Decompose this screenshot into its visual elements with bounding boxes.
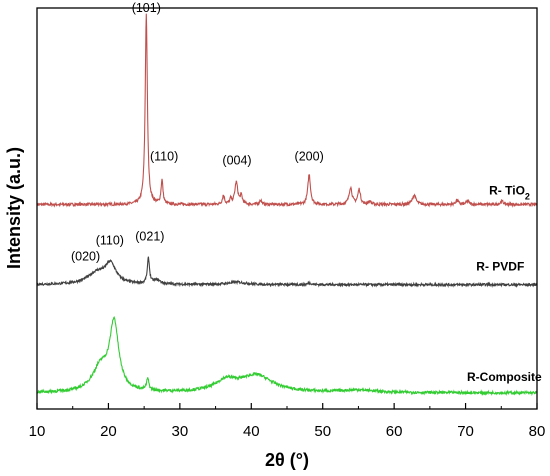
x-tick-label: 40 bbox=[243, 423, 260, 440]
annotation-layer: (101) (110) (004) (200) (020) (110) (021) bbox=[71, 1, 324, 264]
peak-annotation: (020) bbox=[71, 250, 100, 264]
x-tick-label: 50 bbox=[314, 423, 331, 440]
plot-frame bbox=[36, 7, 538, 410]
peak-annotation: (110) bbox=[96, 234, 124, 248]
series-line-1 bbox=[36, 256, 538, 289]
peak-annotation: (110) bbox=[150, 149, 178, 163]
series-label-layer: R- TiO2 R- PVDF R-Composite bbox=[467, 183, 542, 383]
peak-annotation: (101) bbox=[132, 1, 161, 15]
series-label-1: R- PVDF bbox=[476, 260, 524, 274]
x-tick-label: 70 bbox=[457, 423, 474, 440]
y-axis-title: Intensity (a.u.) bbox=[4, 147, 24, 269]
x-tick-label: 80 bbox=[529, 423, 546, 440]
ticks-layer: 10 20 30 40 50 60 70 80 bbox=[29, 403, 546, 440]
series-line-2 bbox=[36, 316, 538, 397]
series-line-0 bbox=[36, 13, 538, 208]
peak-annotation: (200) bbox=[295, 149, 324, 163]
x-tick-label: 10 bbox=[29, 423, 46, 440]
x-axis-title: 2θ (°) bbox=[265, 450, 309, 470]
x-tick-label: 20 bbox=[100, 423, 117, 440]
peak-annotation: (021) bbox=[135, 230, 164, 244]
x-tick-label: 30 bbox=[172, 423, 189, 440]
series-layer bbox=[36, 13, 538, 397]
x-tick-label: 60 bbox=[386, 423, 403, 440]
peak-annotation: (004) bbox=[222, 153, 251, 167]
series-label-2: R-Composite bbox=[467, 370, 542, 384]
series-label-0: R- TiO2 bbox=[489, 183, 530, 201]
